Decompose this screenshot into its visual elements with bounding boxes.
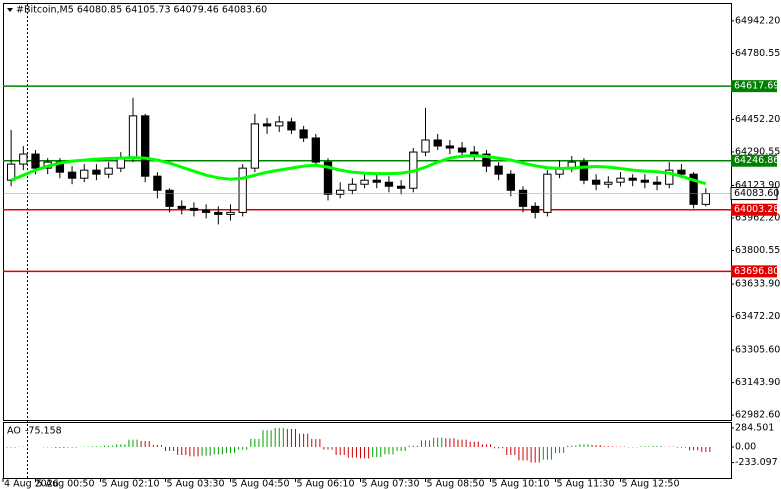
candle-body xyxy=(165,189,174,207)
candle-body xyxy=(262,123,272,127)
candle-body xyxy=(701,193,710,205)
candle-body xyxy=(372,179,381,183)
candle-body xyxy=(275,121,284,127)
x-tick-label: 5 Aug 07:30 xyxy=(362,479,420,489)
y-tick-label: 63143.90 xyxy=(735,377,780,388)
candle-body xyxy=(470,151,479,155)
level-label-box xyxy=(731,154,777,167)
current-price-box xyxy=(730,187,778,201)
candle-body xyxy=(177,205,186,209)
menu-arrow[interactable] xyxy=(7,8,13,12)
x-tick-label: 5 Aug 00:50 xyxy=(37,479,95,489)
candle-body xyxy=(189,207,199,211)
x-tick-label: 5 Aug 11:30 xyxy=(557,479,615,489)
y-tick-label: -233.097 xyxy=(735,457,778,468)
level-label: 64003.28 xyxy=(734,204,779,215)
candle-body xyxy=(689,173,698,205)
candle-body xyxy=(482,153,491,167)
candle-body xyxy=(421,139,430,153)
candle-body xyxy=(67,171,77,179)
candle-body xyxy=(287,121,296,131)
y-tick-label: 63962.20 xyxy=(735,212,780,223)
x-tick-label: 5 Aug 08:50 xyxy=(427,479,485,489)
y-tick-label: 64780.55 xyxy=(735,48,780,59)
x-tick-label: 4 Aug 2026 xyxy=(4,479,59,489)
level-label-box xyxy=(731,265,777,278)
ao-pane xyxy=(3,422,732,479)
x-tick-label: 5 Aug 03:30 xyxy=(167,479,225,489)
candle-body xyxy=(591,179,601,185)
candle-body xyxy=(652,181,662,185)
candle-body xyxy=(543,173,552,213)
candle-body xyxy=(494,165,503,175)
candle-body xyxy=(250,123,260,169)
candle-body xyxy=(128,115,138,159)
y-tick-label: 63800.55 xyxy=(735,245,780,256)
candle-body xyxy=(141,115,150,177)
y-tick-label: 63633.90 xyxy=(735,279,780,290)
indicator-value: -75.158 xyxy=(25,426,62,437)
y-tick-label: 284.501 xyxy=(735,422,774,433)
x-tick-label: 5 Aug 10:10 xyxy=(492,479,550,489)
level-label: 64246.86 xyxy=(734,155,779,166)
candle-body xyxy=(336,189,345,195)
candle-body xyxy=(604,181,613,185)
candle-body xyxy=(299,129,308,139)
x-tick-label: 5 Aug 06:10 xyxy=(297,479,355,489)
candle-body xyxy=(201,209,211,213)
level-label-box xyxy=(731,80,777,93)
candle-body xyxy=(360,179,369,185)
y-tick-label: 64123.90 xyxy=(735,180,780,191)
candle-body xyxy=(640,179,650,183)
level-label: 64617.69 xyxy=(734,81,779,92)
candle-body xyxy=(531,205,540,213)
candle-body xyxy=(616,177,625,183)
indicator-name: AO xyxy=(7,426,21,437)
current-price-label: 64083.60 xyxy=(734,188,779,199)
y-tick-label: 63305.60 xyxy=(735,345,780,356)
x-tick-label: 5 Aug 12:50 xyxy=(622,479,680,489)
candle-body xyxy=(323,161,333,195)
candle-body xyxy=(433,139,442,147)
candle-body xyxy=(92,169,101,175)
candle-body xyxy=(628,177,637,181)
y-tick-label: 64290.55 xyxy=(735,146,780,157)
y-tick-label: 0.00 xyxy=(735,441,756,452)
candle-body xyxy=(104,167,113,175)
candle-body xyxy=(445,145,455,149)
candle-body xyxy=(384,181,394,187)
candle-body xyxy=(226,211,235,215)
level-label: 63696.80 xyxy=(734,266,779,277)
candle-body xyxy=(238,167,247,213)
candle-body xyxy=(518,189,528,207)
candle-body xyxy=(153,175,162,191)
x-tick-label: 5 Aug 02:10 xyxy=(102,479,160,489)
chart-title: #Bitcoin,M5 64080.85 64105.73 64079.46 6… xyxy=(16,5,267,16)
candle-body xyxy=(31,153,40,169)
candle-body xyxy=(214,211,223,215)
y-tick-label: 64452.20 xyxy=(735,114,780,125)
moving-average xyxy=(10,154,707,186)
candle-body xyxy=(457,147,467,153)
candle-body xyxy=(6,163,16,181)
x-tick-label: 5 Aug 04:50 xyxy=(232,479,290,489)
candle-body xyxy=(677,169,686,175)
candle-body xyxy=(579,161,589,181)
level-label-box xyxy=(731,203,777,216)
candle-body xyxy=(396,185,406,189)
candle-body xyxy=(665,169,674,185)
y-tick-label: 64942.20 xyxy=(735,15,780,26)
y-tick-label: 62982.60 xyxy=(735,410,780,421)
candle-body xyxy=(19,153,28,165)
candle-body xyxy=(311,137,320,163)
candle-body xyxy=(506,173,515,191)
y-tick-label: 63472.20 xyxy=(735,311,780,322)
candle-body xyxy=(348,183,357,191)
candle-body xyxy=(80,169,89,179)
